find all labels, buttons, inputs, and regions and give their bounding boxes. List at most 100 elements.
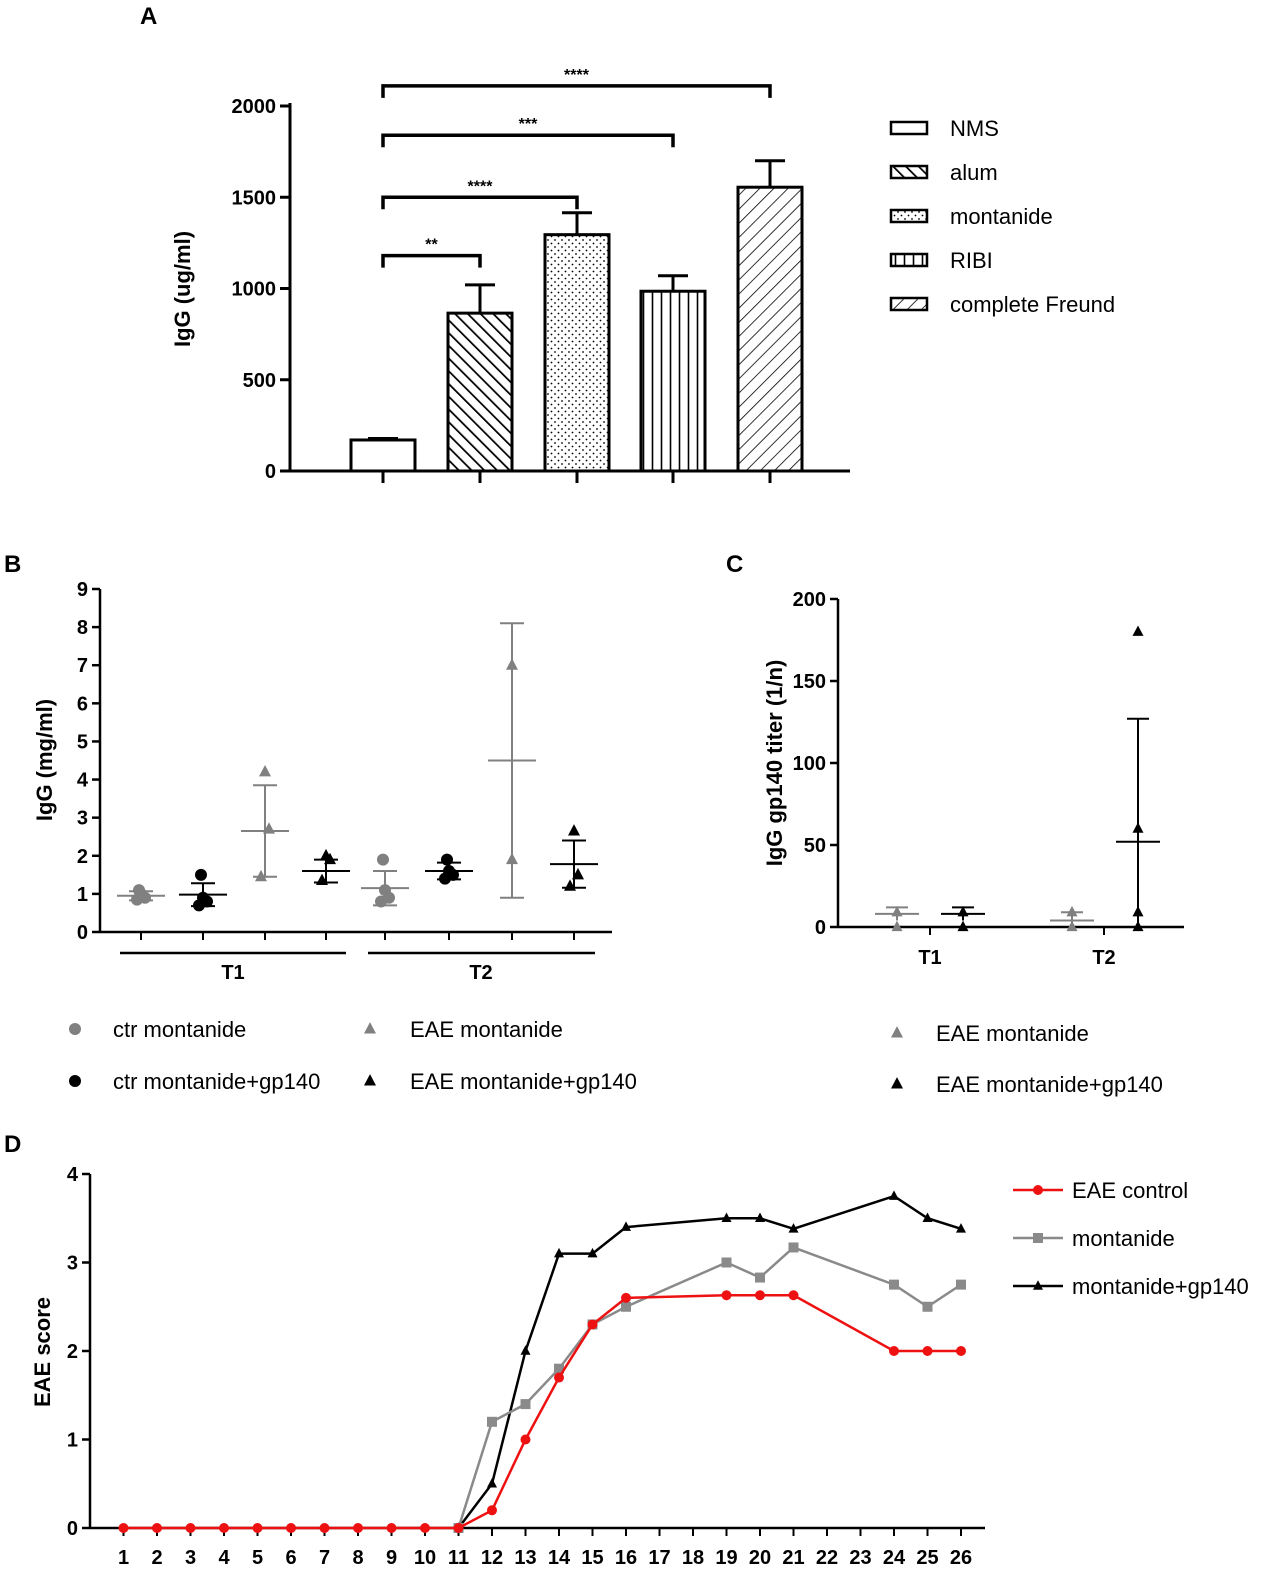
data-point-c: [1066, 905, 1078, 917]
legend-label-a: complete Freund: [950, 292, 1115, 317]
data-point-d: [755, 1212, 765, 1222]
data-point-d: [956, 1279, 966, 1290]
legend-label-c: EAE montanide+gp140: [936, 1072, 1163, 1097]
legend-marker-c: [891, 1077, 903, 1089]
y-tick-label-b: 9: [77, 579, 88, 601]
data-point-d: [788, 1242, 799, 1253]
data-point-d: [520, 1434, 531, 1445]
series-line-montanide-gp140: [457, 1194, 962, 1529]
data-point-d: [956, 1223, 966, 1233]
x-tick-label-d: 13: [514, 1547, 536, 1569]
x-tick-label-d: 6: [285, 1547, 296, 1569]
data-point-d: [520, 1345, 531, 1355]
data-point-d: [755, 1272, 765, 1283]
y-tick-label-a: 1000: [232, 279, 277, 301]
y-axis-title-a: IgG (ug/ml): [170, 231, 195, 347]
data-point-d: [621, 1221, 631, 1231]
group-label-c: T1: [918, 947, 941, 969]
x-tick-label-d: 16: [615, 1547, 637, 1569]
legend-swatch-a: [889, 208, 929, 224]
x-tick-label-d: 12: [481, 1547, 503, 1569]
legend-label-d: montanide+gp140: [1072, 1274, 1249, 1299]
data-point-d: [922, 1212, 933, 1222]
panel-letter-d: D: [4, 1131, 21, 1158]
data-point-b: [377, 853, 389, 866]
significance-label: ****: [564, 67, 590, 84]
x-tick-label-d: 20: [749, 1547, 771, 1569]
x-tick-label-d: 10: [414, 1547, 436, 1569]
data-point-d: [587, 1319, 598, 1330]
legend-swatch-a: [889, 296, 929, 312]
y-axis-title-c: IgG gp140 titer (1/n): [762, 660, 787, 867]
bar-ribi: [639, 289, 707, 473]
legend-swatch-a: [889, 120, 929, 136]
y-tick-label-c: 200: [793, 589, 826, 611]
data-point-d: [286, 1523, 296, 1533]
panel-letter-a: A: [140, 3, 157, 30]
x-tick-label-d: 25: [916, 1547, 938, 1569]
significance-label: ***: [519, 116, 538, 133]
y-axis-title-d: EAE score: [30, 1297, 55, 1407]
group-label-c: T2: [1092, 947, 1115, 969]
y-tick-label-c: 100: [793, 753, 826, 775]
x-tick-label-d: 26: [950, 1547, 972, 1569]
x-tick-label-d: 18: [682, 1547, 704, 1569]
data-point-b: [441, 853, 453, 866]
legend-marker-d: [1033, 1280, 1043, 1290]
legend-swatch-a: [889, 252, 929, 268]
data-point-d: [889, 1279, 899, 1290]
group-label-b: T1: [221, 962, 244, 984]
legend-swatch-a: [889, 164, 929, 180]
data-point-d: [721, 1212, 732, 1222]
y-tick-label-c: 0: [815, 917, 826, 939]
x-tick-label-d: 15: [581, 1547, 603, 1569]
y-tick-label-d: 3: [67, 1253, 78, 1275]
panel-letter-c: C: [726, 551, 743, 578]
x-tick-label-d: 7: [319, 1547, 330, 1569]
y-tick-label-b: 8: [77, 617, 88, 639]
series-line-montanide: [457, 1246, 962, 1529]
y-tick-label-b: 6: [77, 693, 88, 715]
x-tick-label-d: 19: [715, 1547, 737, 1569]
data-point-d: [487, 1478, 497, 1488]
y-tick-label-d: 4: [67, 1164, 79, 1186]
y-tick-label-b: 1: [77, 884, 88, 906]
panel-letter-b: B: [4, 551, 21, 578]
data-point-d: [788, 1223, 799, 1233]
y-tick-label-a: 2000: [232, 96, 277, 118]
y-tick-label-b: 0: [77, 922, 88, 944]
significance-bracket: [381, 133, 675, 148]
y-tick-label-d: 2: [67, 1341, 78, 1363]
x-tick-label-d: 4: [218, 1547, 230, 1569]
chart-b-igg-timepoints: 0 1 2 3 4 5 6 7 8 9 IgG (mg/ml) T1 T2 ctr montanide EA…: [32, 579, 637, 1094]
data-point-b: [133, 884, 145, 897]
y-axis-title-b: IgG (mg/ml): [32, 699, 57, 821]
significance-bracket: [381, 84, 772, 98]
legend-label-a: NMS: [950, 116, 999, 141]
x-tick-label-d: 9: [386, 1547, 397, 1569]
data-point-d: [721, 1290, 732, 1301]
x-tick-label-d: 3: [185, 1547, 196, 1569]
data-point-d: [219, 1523, 229, 1533]
data-point-d: [788, 1290, 799, 1301]
x-tick-label-d: 24: [883, 1547, 906, 1569]
data-point-d: [118, 1523, 129, 1533]
x-tick-label-d: 8: [352, 1547, 363, 1569]
data-point-d: [587, 1247, 598, 1258]
legend-label-b: ctr montanide: [113, 1017, 246, 1042]
legend-label-c: EAE montanide: [936, 1021, 1089, 1046]
data-point-c: [1132, 625, 1144, 636]
data-point-d: [922, 1301, 933, 1312]
data-point-b: [195, 868, 207, 881]
significance-bracket: [381, 253, 482, 268]
legend-marker-c: [891, 1026, 903, 1038]
data-point-b: [259, 765, 271, 777]
data-point-d: [353, 1523, 363, 1533]
legend-label-a: montanide: [950, 204, 1053, 229]
data-point-d: [487, 1505, 497, 1516]
legend-marker-b: [69, 1023, 81, 1035]
y-tick-label-b: 7: [77, 655, 88, 677]
y-tick-label-d: 0: [67, 1518, 78, 1540]
y-tick-label-a: 0: [265, 461, 276, 483]
